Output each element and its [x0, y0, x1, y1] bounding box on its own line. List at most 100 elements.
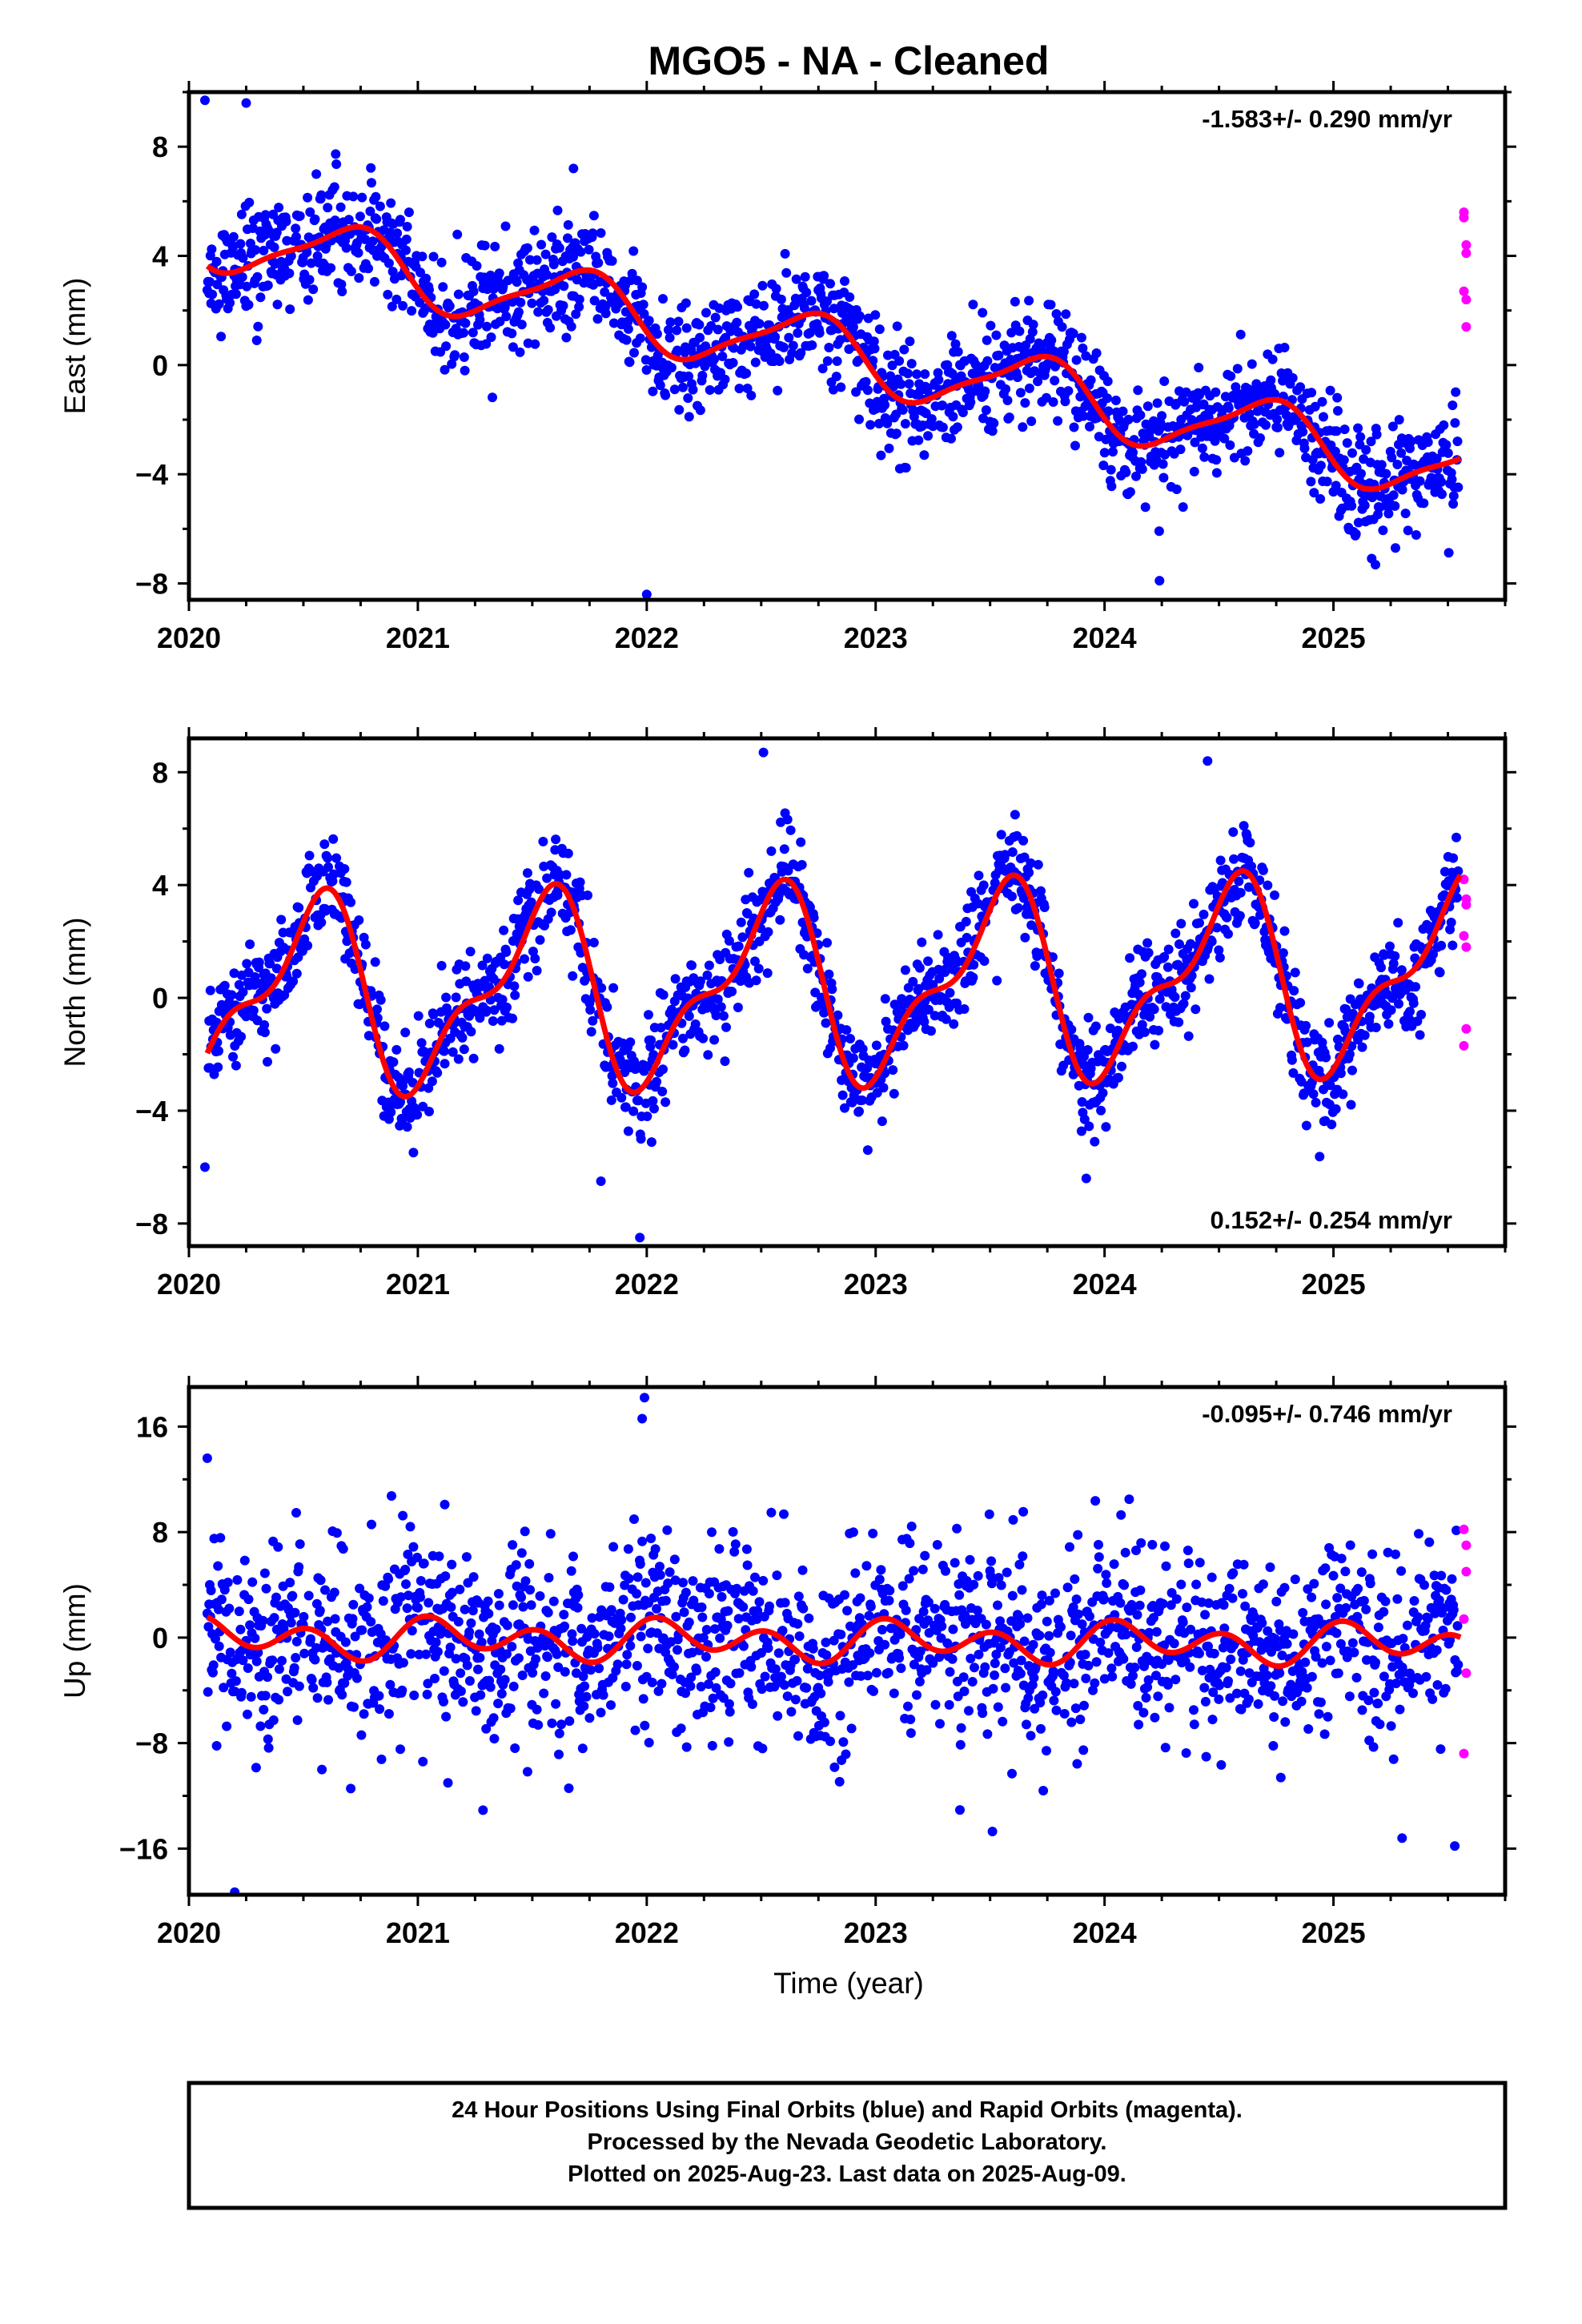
final-orbit-point — [1338, 1089, 1348, 1100]
final-orbit-point — [725, 1679, 736, 1689]
final-orbit-point — [1140, 502, 1150, 513]
final-orbit-point — [1319, 1729, 1330, 1739]
final-orbit-point — [540, 1671, 551, 1681]
final-orbit-point — [1383, 509, 1394, 519]
final-orbit-point — [1099, 448, 1110, 458]
final-orbit-point — [798, 1603, 809, 1614]
final-orbit-point — [316, 917, 327, 927]
final-orbit-point — [702, 970, 713, 980]
final-orbit-point — [440, 320, 451, 330]
final-orbit-point — [727, 987, 737, 997]
final-orbit-point — [821, 1637, 831, 1647]
final-orbit-point — [998, 1716, 1008, 1727]
final-orbit-point — [926, 414, 937, 424]
y-tick-label: −8 — [135, 1208, 168, 1240]
final-orbit-point — [705, 1703, 716, 1713]
final-orbit-point — [267, 1655, 278, 1666]
final-orbit-point — [1103, 406, 1114, 416]
final-orbit-point — [1069, 422, 1079, 432]
y-tick-label: 0 — [152, 982, 168, 1015]
final-orbit-point — [1207, 1572, 1217, 1582]
final-orbit-point — [245, 939, 255, 950]
final-orbit-point — [374, 1691, 384, 1701]
final-orbit-point — [430, 1674, 440, 1683]
final-orbit-point — [710, 312, 721, 323]
final-orbit-point — [1131, 1642, 1142, 1652]
final-orbit-point — [568, 971, 578, 981]
final-orbit-point — [777, 1626, 788, 1636]
final-orbit-point — [1058, 347, 1069, 357]
final-orbit-point — [982, 356, 993, 366]
final-orbit-point — [559, 281, 569, 292]
final-orbit-point — [730, 1539, 741, 1550]
rapid-orbit-point — [1461, 295, 1472, 305]
final-orbit-point — [1332, 392, 1343, 403]
final-orbit-point — [786, 1707, 797, 1717]
final-orbit-point — [337, 287, 347, 296]
final-orbit-point — [561, 332, 572, 343]
final-orbit-point — [753, 963, 764, 974]
final-orbit-point — [674, 404, 685, 415]
final-orbit-point — [780, 1598, 790, 1608]
final-orbit-point — [720, 374, 730, 384]
final-orbit-point — [1416, 1010, 1427, 1019]
final-orbit-point — [909, 1659, 919, 1670]
final-orbit-point — [1441, 440, 1452, 450]
final-orbit-point — [1037, 1590, 1047, 1601]
final-orbit-point — [754, 1597, 765, 1607]
final-orbit-point — [376, 1754, 387, 1764]
final-orbit-point — [513, 307, 524, 317]
final-orbit-point — [760, 1671, 770, 1682]
final-orbit-point — [1371, 1023, 1381, 1032]
final-orbit-point — [1215, 952, 1225, 963]
final-orbit-point — [688, 384, 698, 395]
final-orbit-point — [1081, 351, 1091, 361]
final-orbit-point — [838, 1737, 849, 1747]
plot-area — [200, 747, 1472, 1243]
final-orbit-point — [924, 1628, 934, 1638]
final-orbit-point — [291, 223, 301, 234]
final-orbit-point — [1007, 1768, 1017, 1779]
final-orbit-point — [545, 323, 556, 333]
final-orbit-point — [1131, 1546, 1141, 1555]
final-orbit-point — [1295, 382, 1306, 392]
final-orbit-point — [877, 1625, 887, 1634]
final-orbit-point — [1138, 1707, 1149, 1718]
final-orbit-point — [801, 287, 812, 298]
final-orbit-point — [516, 1548, 527, 1558]
final-orbit-point — [460, 318, 471, 328]
final-orbit-point — [1023, 1693, 1034, 1703]
final-orbit-point — [510, 1743, 520, 1753]
final-orbit-point — [707, 1740, 717, 1751]
final-orbit-point — [452, 229, 463, 239]
final-orbit-point — [1106, 1663, 1117, 1674]
final-orbit-point — [359, 1709, 369, 1719]
final-orbit-point — [295, 211, 305, 221]
panel-frame — [187, 90, 1508, 602]
final-orbit-point — [239, 1555, 250, 1566]
final-orbit-point — [934, 974, 945, 983]
final-orbit-point — [1070, 1703, 1081, 1714]
final-orbit-point — [701, 1625, 712, 1634]
final-orbit-point — [529, 225, 540, 235]
final-orbit-point — [835, 1711, 845, 1721]
final-orbit-point — [1060, 396, 1070, 407]
y-axis-label: East (mm) — [58, 278, 91, 415]
final-orbit-point — [643, 1643, 653, 1654]
final-orbit-point — [869, 336, 879, 347]
final-orbit-point — [1048, 1667, 1058, 1676]
final-orbit-point — [1121, 1630, 1131, 1640]
final-orbit-point — [490, 241, 500, 251]
final-orbit-point — [1189, 1719, 1199, 1730]
final-orbit-point — [509, 981, 520, 991]
final-orbit-point — [434, 1551, 444, 1562]
final-orbit-point — [629, 348, 639, 358]
final-orbit-point — [245, 1620, 255, 1630]
final-orbit-point — [704, 1679, 714, 1689]
final-orbit-point — [1325, 1655, 1335, 1666]
final-orbit-point — [439, 1696, 448, 1707]
final-orbit-point — [476, 1690, 486, 1700]
final-orbit-point — [1288, 1629, 1299, 1639]
final-orbit-point — [906, 1522, 917, 1531]
final-orbit-point — [1085, 421, 1094, 432]
